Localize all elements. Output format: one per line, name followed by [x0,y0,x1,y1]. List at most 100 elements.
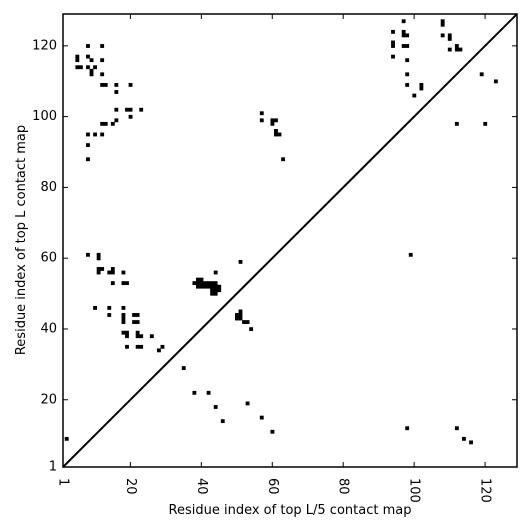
top-l5-contact-point [210,291,215,296]
y-tick-label: 80 [40,180,57,195]
top-l-contact-point [75,58,80,63]
top-l-contact-point [96,252,101,257]
top-l-contact-point [110,270,115,275]
top-l-contact-point [86,44,90,48]
top-l5-contact-point [220,419,225,424]
top-l5-contact-point [135,334,140,339]
top-l-contact-point [447,47,452,52]
top-l5-contact-point [210,288,215,293]
top-l5-contact-point [107,305,112,310]
top-l-contact-point [405,33,410,38]
top-l-contact-point [114,107,119,112]
top-l-contact-point [440,33,445,38]
top-l5-contact-point [462,436,466,441]
plot-area [62,13,518,468]
top-l5-contact-point [156,348,161,353]
top-l5-contact-point [149,334,154,339]
x-axis-title: Residue index of top L/5 contact map [169,503,412,518]
top-l-contact-point [100,267,105,271]
top-l-contact-point [75,65,80,70]
x-tick-label: 60 [265,478,280,495]
top-l-contact-point [391,29,395,34]
top-l-contact-point [114,83,119,87]
top-l-contact-point [493,79,498,84]
top-l5-contact-point [213,270,218,275]
top-l5-contact-point [196,281,200,286]
top-l5-contact-point [213,405,218,409]
top-l5-contact-point [121,313,126,317]
y-tick-label: 100 [32,109,57,124]
top-l-contact-point [96,256,101,261]
top-l-contact-point [86,157,90,162]
top-l-contact-point [391,44,395,48]
top-l5-contact-point [93,305,97,310]
top-l5-contact-point [181,366,186,370]
top-l-contact-point [121,281,126,286]
top-l5-contact-point [217,288,222,293]
top-l5-contact-point [132,313,137,317]
top-l-contact-point [114,90,119,94]
top-l5-contact-point [135,313,140,317]
y-tick-label: 40 [40,321,57,336]
y-tick-label: 60 [40,251,57,266]
top-l-contact-point [454,47,459,52]
top-l5-contact-point [203,284,207,289]
top-l-contact-point [110,267,115,271]
top-l-contact-point [401,33,406,38]
x-tick-label: 120 [478,478,493,503]
top-l-contact-point [458,47,463,52]
top-l-contact-point [100,44,105,48]
top-l-contact-point [86,143,90,148]
top-l5-contact-point [121,305,126,310]
y-tick-label: 120 [32,38,57,53]
top-l5-contact-point [238,313,243,317]
top-l-contact-point [277,132,282,137]
top-l5-contact-point [135,320,140,324]
top-l5-contact-point [196,277,200,282]
top-l-contact-point [274,118,278,123]
top-l5-contact-point [199,281,204,286]
top-l-contact-point [100,58,105,63]
top-l-contact-point [128,107,133,112]
top-l-contact-point [419,86,424,91]
top-l-contact-point [128,83,133,87]
top-l5-contact-point [132,320,137,324]
top-l-contact-point [454,44,459,48]
x-tick-label: 80 [336,478,351,495]
top-l-contact-point [103,83,108,87]
top-l5-contact-point [245,401,250,406]
top-l5-contact-point [64,436,69,441]
top-l-contact-point [419,83,424,87]
top-l5-contact-point [125,330,129,335]
top-l-contact-point [270,118,275,123]
top-l-contact-point [405,83,410,87]
top-l-contact-point [86,252,90,257]
top-l-contact-point [100,72,105,77]
top-l-contact-point [447,33,452,38]
top-l5-contact-point [203,281,207,286]
top-l5-contact-point [121,316,126,321]
top-l-contact-point [100,121,105,126]
top-l-contact-point [259,111,264,116]
top-l-contact-point [401,44,406,48]
top-l5-contact-point [196,284,200,289]
top-l-contact-point [408,252,413,257]
top-l5-contact-point [213,281,218,286]
top-l-contact-point [86,54,90,59]
top-l5-contact-point [199,284,204,289]
top-l-contact-point [86,132,90,137]
top-l-contact-point [412,93,417,98]
top-l5-contact-point [139,334,144,339]
top-l5-contact-point [270,429,275,434]
top-l5-contact-point [135,330,140,335]
top-l5-contact-point [206,281,211,286]
x-tick-label: 40 [194,478,209,495]
top-l-contact-point [100,83,105,87]
x-axis: 1 20 40 60 80 100 120 [56,14,493,503]
top-l-contact-point [440,22,445,27]
top-l-contact-point [405,72,410,77]
y-tick-label: 20 [40,392,57,407]
top-l5-contact-point [107,313,112,317]
top-l5-contact-point [135,344,140,349]
